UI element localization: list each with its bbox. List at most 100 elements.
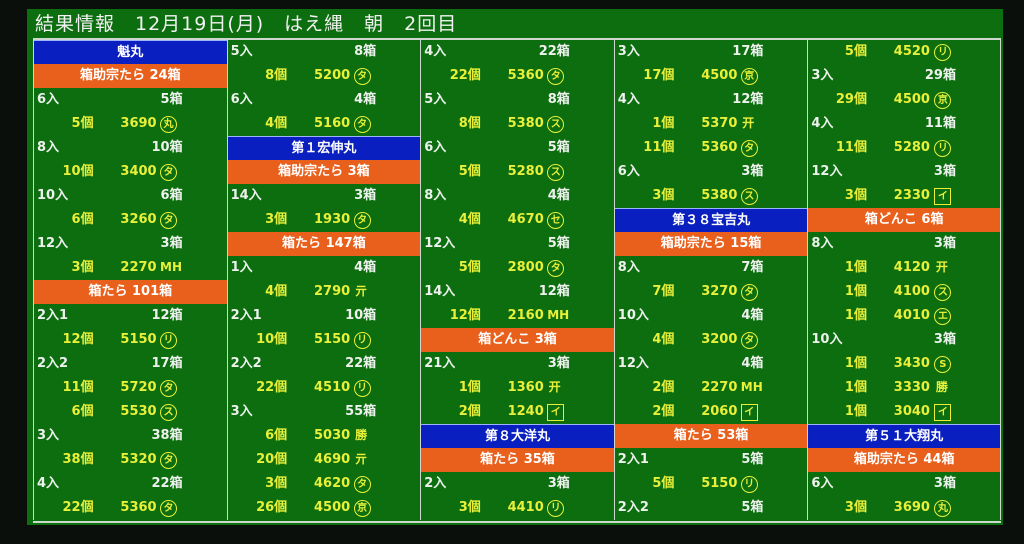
- price-row: 2個 2270 MH: [615, 376, 808, 400]
- buyer-mark-icon: イ: [740, 404, 758, 421]
- size-group-row: 2入2 5箱: [615, 496, 808, 520]
- pack-size: 8入: [617, 260, 640, 275]
- price: 5150: [314, 332, 351, 347]
- box-count: 3箱: [354, 188, 377, 203]
- pack-size: 4入: [424, 44, 447, 59]
- box-count: 22箱: [538, 44, 570, 59]
- box-count: 5箱: [741, 500, 764, 515]
- price-row: 5個 2800 タ: [421, 256, 614, 280]
- piece-count: 1個: [844, 284, 867, 299]
- buyer-mark-icon: タ: [547, 260, 565, 277]
- piece-count: 4個: [265, 116, 288, 131]
- piece-count: 6個: [71, 212, 94, 227]
- price-row: 1個 4010 エ: [808, 304, 1000, 328]
- box-count: 12箱: [732, 92, 764, 107]
- price-row: 5個 5150 リ: [615, 472, 808, 496]
- price-row: 4個 2790 亓: [228, 280, 421, 304]
- box-count: 10箱: [151, 140, 183, 155]
- price-row: 8個 5200 タ: [228, 64, 421, 88]
- price: 5150: [120, 332, 157, 347]
- pack-size: 10入: [37, 188, 69, 203]
- box-count: 12箱: [538, 284, 570, 299]
- size-group-row: 8入 7箱: [615, 256, 808, 280]
- piece-count: 1個: [844, 356, 867, 371]
- buyer-mark-icon: MH: [160, 260, 182, 274]
- board-column: 魁丸 箱助宗たら 24箱 6入 5箱 5個 3690 丸 8入 10箱 10個 3400 タ 10入 6箱…: [33, 40, 227, 520]
- piece-count: 3個: [652, 188, 675, 203]
- piece-count: 10個: [62, 164, 94, 179]
- pack-size: 3入: [617, 44, 640, 59]
- price: 4620: [314, 476, 351, 491]
- category-header: 箱助宗たら 3箱: [227, 160, 421, 184]
- price-row: 1個 3430 S: [808, 352, 1000, 376]
- price-row: 22個 5360 タ: [421, 64, 614, 88]
- size-group-row: 2入 3箱: [421, 472, 614, 496]
- pack-size: 2入: [424, 476, 447, 491]
- piece-count: 1個: [458, 380, 481, 395]
- box-count: 5箱: [741, 452, 764, 467]
- buyer-mark-icon: ス: [160, 404, 177, 421]
- box-count: 3箱: [741, 164, 764, 179]
- size-group-row: 12入 4箱: [615, 352, 808, 376]
- price: 4010: [893, 308, 930, 323]
- piece-count: 1個: [844, 308, 867, 323]
- pack-size: 8入: [811, 236, 834, 251]
- box-count: 3箱: [547, 476, 570, 491]
- piece-count: 20個: [256, 452, 288, 467]
- buyer-mark-icon: タ: [547, 68, 565, 85]
- size-group-row: 10入 4箱: [615, 304, 808, 328]
- price-row: 6個 3260 タ: [34, 208, 227, 232]
- piece-count: 10個: [256, 332, 288, 347]
- price: 3690: [120, 116, 157, 131]
- size-group-row: 4入 11箱: [808, 112, 1000, 136]
- buyer-mark-icon: イ: [934, 404, 952, 421]
- piece-count: 22個: [449, 68, 481, 83]
- price-row: 10個 3400 タ: [34, 160, 227, 184]
- buyer-mark-icon: エ: [934, 308, 952, 325]
- pack-size: 4入: [37, 476, 60, 491]
- price-row: 1個 4100 ス: [808, 280, 1000, 304]
- buyer-mark-icon: リ: [353, 380, 371, 397]
- buyer-mark-icon: リ: [547, 500, 565, 517]
- buyer-mark-icon: 勝: [355, 428, 368, 442]
- piece-count: 6個: [71, 404, 94, 419]
- price: 4510: [314, 380, 351, 395]
- price: 5030: [314, 428, 351, 443]
- ship-name-header: 第８大洋丸: [421, 424, 614, 448]
- price-row: 20個 4690 亓: [228, 448, 421, 472]
- piece-count: 22個: [62, 500, 94, 515]
- pack-size: 12入: [424, 236, 456, 251]
- size-group-row: 8入 3箱: [808, 232, 1000, 256]
- price-row: 2個 1240 イ: [421, 400, 614, 424]
- size-group-row: 14入 12箱: [421, 280, 614, 304]
- price-row: 10個 5150 リ: [228, 328, 421, 352]
- size-group-row: 14入 3箱: [228, 184, 421, 208]
- piece-count: 12個: [62, 332, 94, 347]
- price: 4100: [893, 284, 930, 299]
- price: 1360: [507, 380, 544, 395]
- pack-size: 6入: [811, 476, 834, 491]
- pack-size: 6入: [37, 92, 60, 107]
- price: 5530: [120, 404, 157, 419]
- piece-count: 11個: [835, 140, 867, 155]
- price-row: 5個 5280 ス: [421, 160, 614, 184]
- size-group-row: 3入 38箱: [34, 424, 227, 448]
- pack-size: 2入2: [230, 356, 262, 371]
- buyer-mark-icon: タ: [740, 332, 758, 349]
- price-row: 5個 3690 丸: [34, 112, 227, 136]
- price-row: 38個 5320 タ: [34, 448, 227, 472]
- pack-size: 6入: [424, 140, 447, 155]
- price-row: 5個 4520 リ: [808, 40, 1000, 64]
- ship-name-header: 第５１大翔丸: [808, 424, 1000, 448]
- price: 3430: [893, 356, 930, 371]
- buyer-mark-icon: リ: [934, 140, 952, 157]
- piece-count: 11個: [643, 140, 675, 155]
- piece-count: 7個: [652, 284, 675, 299]
- size-group-row: 6入 5箱: [34, 88, 227, 112]
- piece-count: 2個: [458, 404, 481, 419]
- size-group-row: 2入1 12箱: [34, 304, 227, 328]
- price: 4120: [893, 260, 930, 275]
- size-group-row: 4入 22箱: [421, 40, 614, 64]
- results-grid: 魁丸 箱助宗たら 24箱 6入 5箱 5個 3690 丸 8入 10箱 10個 3400 タ 10入 6箱…: [33, 38, 1001, 523]
- price: 3270: [701, 284, 738, 299]
